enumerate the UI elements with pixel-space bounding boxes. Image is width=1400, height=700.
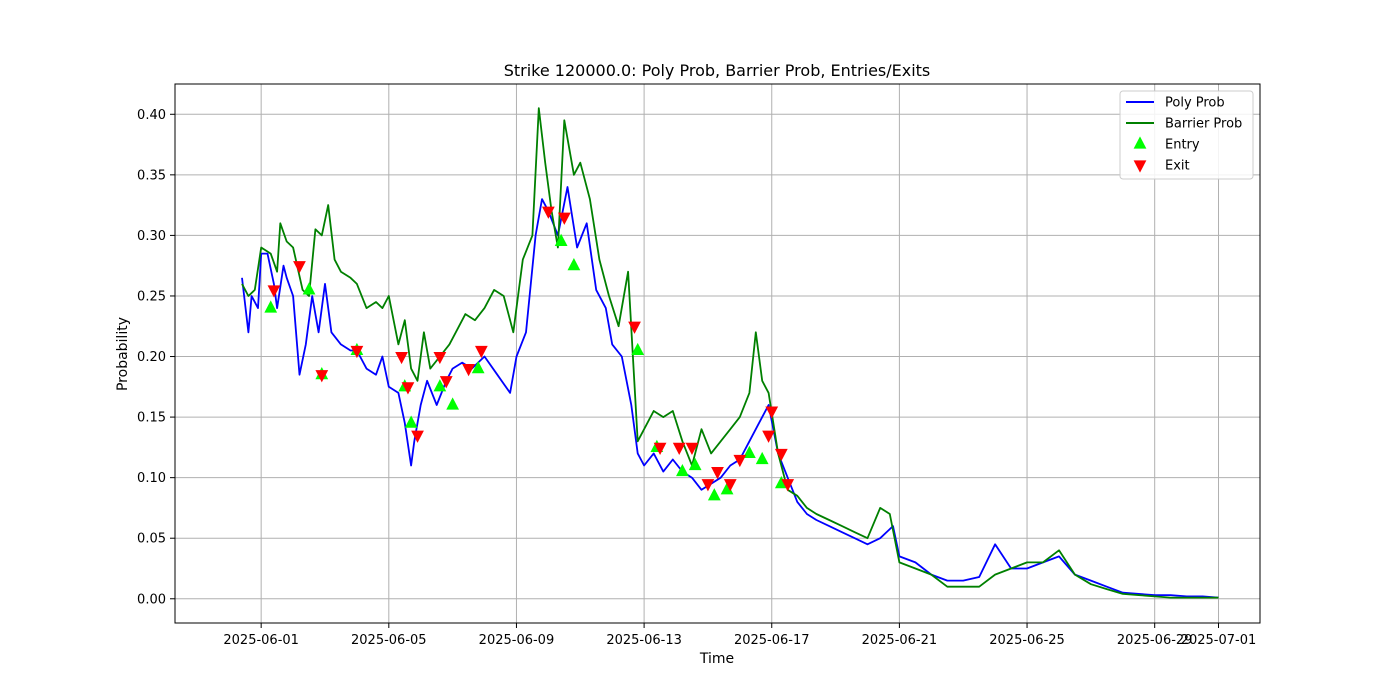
exit-marker <box>762 430 775 443</box>
y-tick-label: 0.30 <box>137 229 166 244</box>
legend: Poly Prob Barrier Prob Entry Exit <box>1119 90 1254 180</box>
legend-box <box>1119 90 1254 180</box>
x-tick-label: 2025-06-17 <box>734 633 810 648</box>
y-tick-label: 0.20 <box>137 350 166 365</box>
series-line-poly-prob <box>241 186 1219 599</box>
entry-marker <box>631 342 645 356</box>
entry-marker <box>446 397 460 410</box>
x-tick-label: 2025-07-01 <box>1181 633 1257 648</box>
y-axis-ticks: 0.00 0.05 0.10 0.15 0.20 0.25 0.30 0.35 0.40 <box>137 108 175 607</box>
entry-marker <box>743 445 756 459</box>
entry-marker <box>755 451 769 465</box>
x-tick-label: 2025-06-13 <box>606 633 682 648</box>
series-layer <box>241 107 1219 599</box>
legend-swatch <box>1133 160 1147 173</box>
exit-marker <box>781 479 795 492</box>
x-tick-label: 2025-06-01 <box>223 633 299 648</box>
exit-marker <box>672 442 686 456</box>
x-tick-label: 2025-06-09 <box>479 633 555 648</box>
marker-layer <box>264 206 795 501</box>
y-axis-label: Probability <box>115 317 131 391</box>
exit-marker <box>411 430 424 443</box>
x-tick-label: 2025-06-29 <box>1117 633 1193 648</box>
chart-title: Strike 120000.0: Poly Prob, Barrier Prob… <box>504 61 931 80</box>
y-tick-label: 0.05 <box>137 532 166 547</box>
series-line-barrier-prob <box>241 107 1219 599</box>
exit-marker <box>653 442 667 456</box>
entry-marker <box>264 300 278 313</box>
exit-marker <box>765 406 779 419</box>
entry-marker <box>471 360 485 374</box>
exit-marker <box>685 442 699 456</box>
legend-label: Poly Prob <box>1165 96 1225 111</box>
entry-marker <box>433 379 447 392</box>
exit-marker <box>711 467 724 480</box>
exit-marker <box>474 345 488 359</box>
entry-marker <box>774 476 788 489</box>
exit-marker <box>267 285 281 298</box>
x-tick-label: 2025-06-21 <box>862 633 938 648</box>
exit-marker <box>439 376 453 389</box>
exit-marker <box>733 454 747 468</box>
exit-marker <box>628 321 641 334</box>
exit-marker <box>701 479 715 492</box>
legend-swatch <box>1133 136 1147 149</box>
exit-marker <box>723 479 737 492</box>
y-tick-label: 0.15 <box>137 411 166 426</box>
entry-marker <box>707 488 721 501</box>
exit-marker <box>315 370 329 383</box>
x-tick-label: 2025-06-05 <box>351 633 427 648</box>
exit-marker <box>350 345 364 359</box>
plot-frame <box>174 83 1261 624</box>
exit-marker <box>557 212 571 225</box>
y-tick-label: 0.10 <box>137 471 166 486</box>
exit-marker <box>293 261 306 274</box>
entry-marker <box>404 415 418 428</box>
exit-marker <box>541 206 555 219</box>
exit-marker <box>462 364 475 377</box>
entry-marker <box>302 282 316 295</box>
legend-label: Exit <box>1165 159 1190 174</box>
x-axis-ticks: 2025-06-01 2025-06-05 2025-06-09 2025-06-13… <box>223 623 1256 648</box>
exit-marker <box>395 351 408 365</box>
exit-marker <box>433 351 447 365</box>
exit-marker <box>401 382 415 395</box>
y-tick-label: 0.25 <box>137 289 166 304</box>
x-axis-label: Time <box>699 651 734 667</box>
entry-marker <box>554 233 568 247</box>
exit-marker <box>774 448 788 462</box>
entry-marker <box>688 457 702 471</box>
legend-label: Entry <box>1165 138 1200 153</box>
y-tick-label: 0.00 <box>137 592 166 607</box>
x-tick-label: 2025-06-25 <box>989 633 1065 648</box>
legend-label: Barrier Prob <box>1165 117 1242 132</box>
y-tick-label: 0.40 <box>137 108 166 123</box>
y-tick-label: 0.35 <box>137 168 166 183</box>
entry-marker <box>567 258 581 271</box>
entry-marker <box>676 463 689 477</box>
